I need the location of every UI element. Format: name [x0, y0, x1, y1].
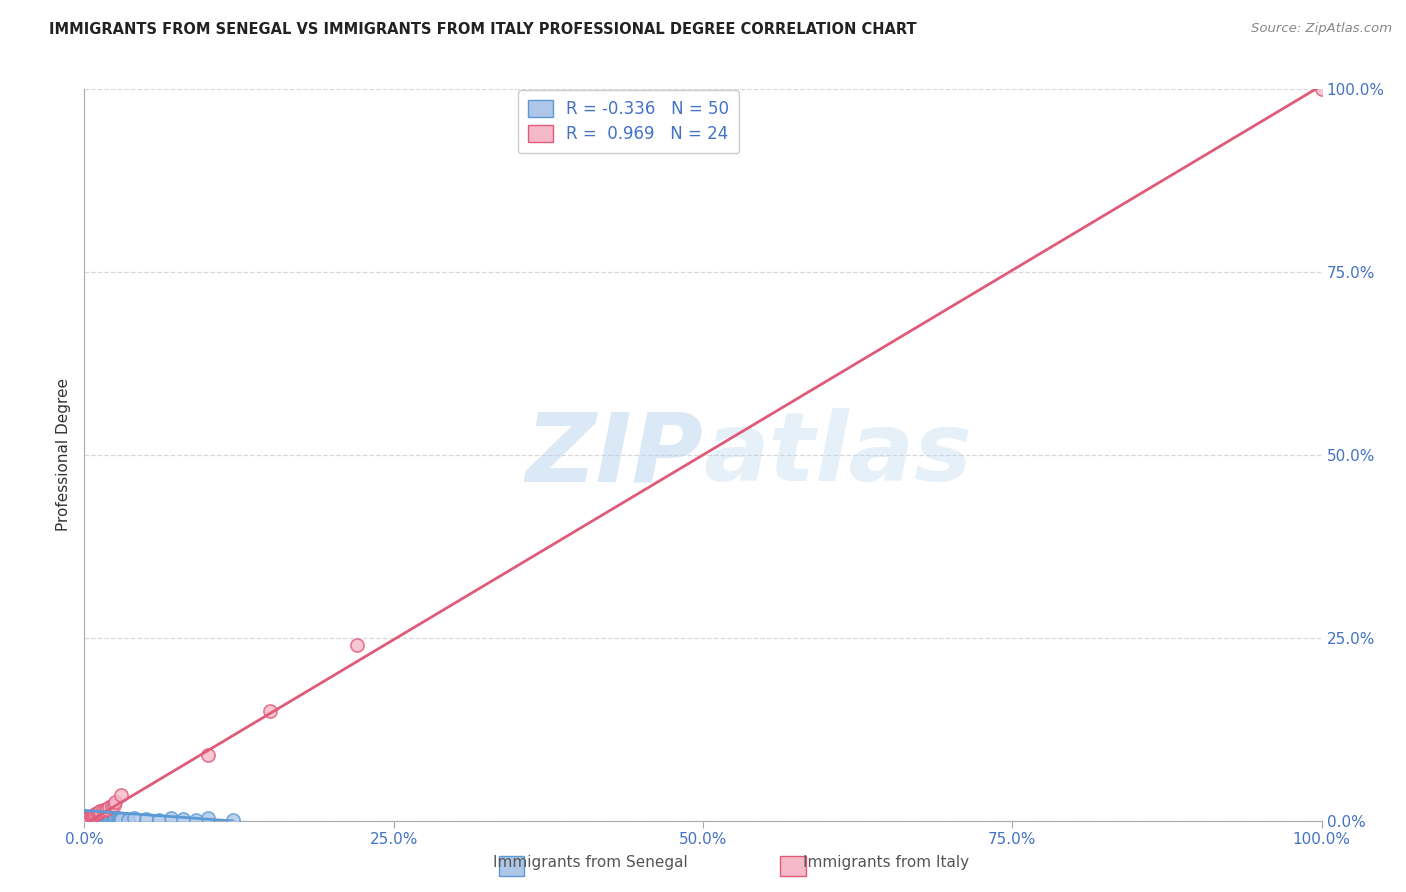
Point [135, 812, 157, 826]
Point [87, 805, 110, 820]
Point [101, 813, 124, 827]
Point [94, 812, 117, 826]
Legend: R = -0.336   N = 50, R =  0.969   N = 24: R = -0.336 N = 50, R = 0.969 N = 24 [517, 90, 740, 153]
Point [197, 747, 219, 762]
Point [222, 813, 245, 827]
Point [84, 813, 107, 827]
Point [98, 813, 121, 827]
Point [83, 807, 105, 822]
Text: IMMIGRANTS FROM SENEGAL VS IMMIGRANTS FROM ITALY PROFESSIONAL DEGREE CORRELATION: IMMIGRANTS FROM SENEGAL VS IMMIGRANTS FR… [49, 22, 917, 37]
Point [75, 811, 97, 825]
Point [73, 810, 96, 824]
Point [108, 812, 131, 826]
Point [79, 812, 101, 826]
Point [184, 813, 207, 827]
Point [80, 812, 103, 826]
Point [1310, 82, 1333, 96]
Point [100, 799, 122, 814]
Point [94, 804, 117, 818]
Point [103, 812, 125, 826]
Point [172, 812, 194, 826]
Point [259, 704, 281, 718]
Point [76, 812, 98, 826]
Point [84, 812, 107, 826]
Point [93, 812, 115, 826]
Point [96, 813, 118, 827]
Point [107, 812, 129, 826]
Point [122, 812, 145, 826]
Point [148, 813, 170, 827]
Point [90, 812, 112, 826]
Point [82, 808, 104, 822]
Point [110, 813, 132, 827]
Point [160, 812, 183, 826]
Point [79, 813, 101, 827]
Point [89, 812, 111, 826]
Point [98, 800, 121, 814]
Point [73, 814, 96, 828]
Point [82, 813, 104, 827]
Point [80, 809, 103, 823]
Point [83, 812, 105, 826]
Point [197, 812, 219, 826]
Text: Immigrants from Italy: Immigrants from Italy [803, 855, 969, 870]
Text: Source: ZipAtlas.com: Source: ZipAtlas.com [1251, 22, 1392, 36]
Point [91, 803, 114, 817]
Point [100, 812, 122, 826]
Point [87, 812, 110, 826]
Point [77, 812, 100, 826]
Y-axis label: Professional Degree: Professional Degree [56, 378, 72, 532]
Point [79, 813, 101, 827]
Point [105, 813, 128, 827]
Point [89, 805, 111, 819]
Text: Immigrants from Senegal: Immigrants from Senegal [494, 855, 688, 870]
Point [79, 810, 101, 824]
Point [83, 811, 105, 825]
Point [96, 802, 118, 816]
Point [97, 812, 120, 826]
Point [82, 811, 104, 825]
Point [110, 812, 132, 826]
Point [346, 638, 368, 652]
Point [104, 812, 127, 826]
Point [80, 812, 103, 826]
Point [86, 806, 108, 821]
Point [98, 812, 121, 826]
Point [104, 796, 127, 810]
Point [76, 812, 98, 826]
Point [91, 813, 114, 827]
Point [86, 812, 108, 826]
Text: ZIP: ZIP [524, 409, 703, 501]
Point [76, 812, 98, 826]
Text: atlas: atlas [703, 409, 972, 501]
Point [77, 812, 100, 826]
Point [79, 812, 101, 826]
Point [77, 812, 100, 826]
Point [110, 788, 132, 802]
Point [84, 807, 107, 822]
Point [73, 814, 96, 828]
Point [117, 813, 139, 827]
Point [89, 804, 111, 818]
Point [103, 797, 125, 812]
Point [89, 813, 111, 827]
Point [86, 812, 108, 826]
